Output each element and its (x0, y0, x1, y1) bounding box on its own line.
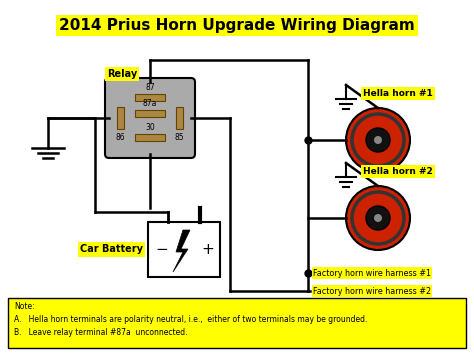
Bar (176, 107, 183, 129)
Text: Note:
A.   Hella horn terminals are polarity neutral, i.e.,  either of two termi: Note: A. Hella horn terminals are polari… (14, 302, 367, 337)
Bar (148, 222, 220, 277)
Circle shape (352, 114, 404, 166)
FancyBboxPatch shape (105, 78, 195, 158)
Circle shape (346, 108, 410, 172)
Bar (117, 107, 124, 129)
Text: 30: 30 (145, 123, 155, 132)
Text: +: + (201, 242, 214, 257)
Circle shape (346, 186, 410, 250)
Polygon shape (173, 230, 190, 272)
Text: 86: 86 (116, 133, 125, 142)
Text: Hella horn #1: Hella horn #1 (363, 89, 433, 98)
Text: 87a: 87a (143, 99, 157, 108)
Text: 85: 85 (175, 133, 184, 142)
Text: Car Battery: Car Battery (80, 245, 143, 255)
Text: −: − (155, 242, 168, 257)
Text: 87: 87 (145, 83, 155, 92)
Text: Hella horn #2: Hella horn #2 (363, 167, 433, 176)
Text: Factory horn wire harness #2: Factory horn wire harness #2 (313, 286, 431, 295)
Circle shape (374, 214, 382, 222)
Bar (135, 134, 165, 141)
Text: 2014 Prius Horn Upgrade Wiring Diagram: 2014 Prius Horn Upgrade Wiring Diagram (59, 18, 415, 33)
Bar (135, 94, 165, 101)
Circle shape (352, 192, 404, 244)
Text: Factory horn wire harness #1: Factory horn wire harness #1 (313, 268, 431, 278)
Circle shape (366, 128, 390, 152)
Text: Relay: Relay (107, 69, 137, 79)
Bar (135, 110, 165, 117)
Bar (8, 298, 466, 348)
Circle shape (374, 136, 382, 144)
Circle shape (366, 206, 390, 230)
